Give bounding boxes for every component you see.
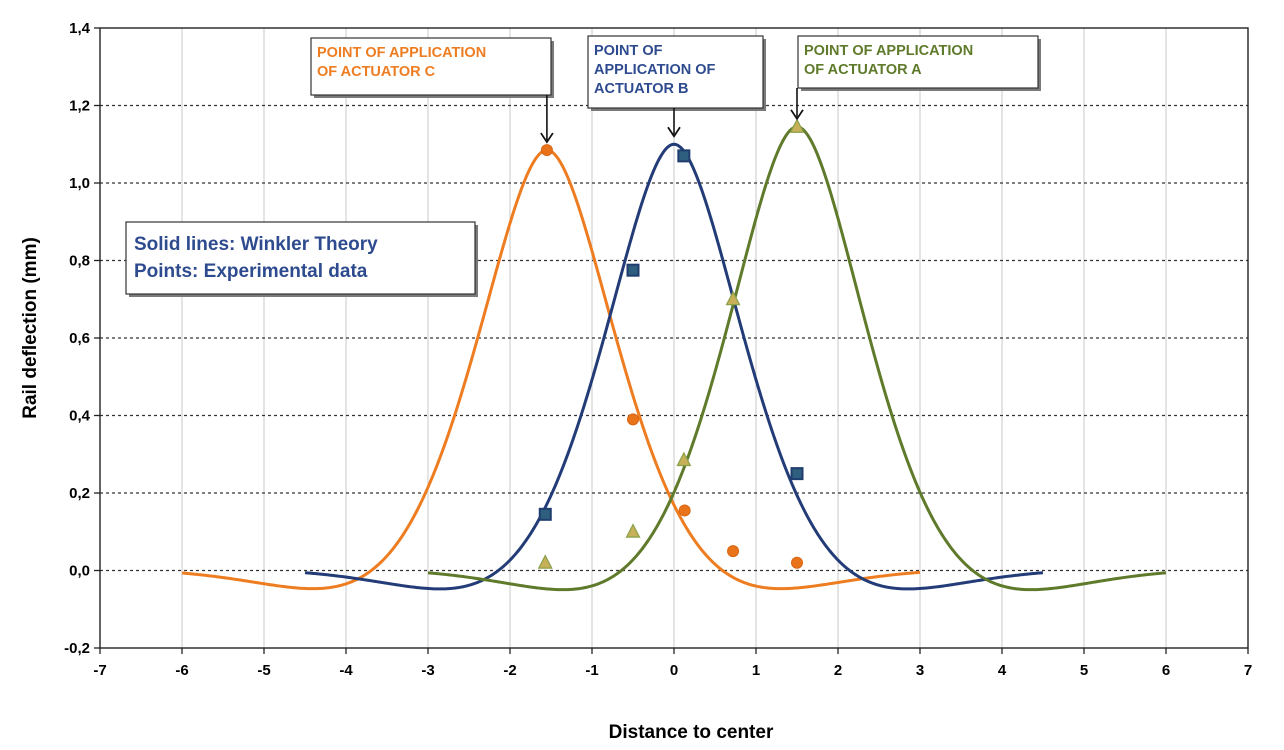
x-tick-label: 0 — [670, 662, 678, 679]
y-axis-title: Rail deflection (mm) — [20, 237, 41, 419]
data-point-square — [626, 263, 640, 277]
x-tick-label: 7 — [1244, 662, 1252, 679]
data-point-circle — [627, 413, 639, 426]
annotation-text: ACTUATOR B — [594, 81, 689, 97]
y-tick-label: 1,0 — [69, 175, 90, 192]
annotation-text: APPLICATION OF — [594, 62, 716, 78]
x-tick-label: 2 — [834, 662, 842, 679]
x-tick-label: -6 — [175, 662, 188, 679]
annotation-arrowhead — [540, 132, 554, 144]
data-point-circle — [727, 545, 740, 558]
axes: -7 -6 -5 -4 -3 -2 -1 0 1 2 3 4 5 6 7 -0,2 0,0 0,2 0,4 0,6 0,… — [64, 20, 1252, 679]
data-point-triangle — [625, 523, 641, 538]
legend-text: Points: Experimental data — [134, 261, 368, 282]
x-tick-label: 6 — [1162, 662, 1170, 679]
x-tick-label: -5 — [257, 662, 270, 679]
x-tick-label: -3 — [421, 662, 434, 679]
data-point-square — [677, 149, 691, 163]
y-tick-label: 0,6 — [69, 330, 90, 347]
annotation-box — [797, 35, 1039, 89]
x-tick-label: 1 — [752, 662, 760, 679]
experimental-points — [537, 118, 805, 569]
data-point-triangle — [789, 118, 805, 133]
data-point-circle — [791, 556, 803, 569]
y-tick-label: 0,8 — [69, 253, 90, 270]
annotation-text: POINT OF — [594, 43, 663, 59]
y-tick-label: 0,4 — [69, 408, 91, 425]
x-tick-label: 5 — [1080, 662, 1088, 679]
theory-curve-1 — [304, 142, 1044, 591]
legend-frame — [125, 221, 476, 295]
y-tick-label: 0,2 — [69, 485, 90, 502]
annotation-text: OF ACTUATOR A — [804, 62, 922, 78]
annotation-text: POINT OF APPLICATION — [804, 43, 973, 59]
annotation-box — [587, 35, 764, 109]
x-tick-label: -4 — [339, 662, 353, 679]
annotation-arrowhead — [790, 109, 804, 121]
annotation-text: OF ACTUATOR C — [317, 64, 436, 80]
data-point-circle — [678, 504, 691, 517]
y-tick-label: 1,2 — [69, 98, 90, 115]
x-tick-label: -2 — [503, 662, 516, 679]
annotation-arrowhead — [667, 126, 681, 138]
x-axis-title: Distance to center — [609, 722, 774, 743]
data-point-square — [790, 467, 804, 481]
data-point-triangle — [725, 290, 741, 306]
data-point-triangle — [676, 451, 692, 467]
x-tick-label: 3 — [916, 662, 924, 679]
annotations: POINT OF APPLICATION OF ACTUATOR C POINT O… — [310, 35, 1041, 144]
data-point-triangle — [537, 554, 553, 569]
annotation-box — [310, 37, 552, 96]
data-point-circle — [540, 144, 553, 157]
legend-text: Solid lines: Winkler Theory — [134, 234, 378, 255]
grid — [100, 28, 1248, 648]
x-tick-label: -1 — [585, 662, 598, 679]
x-tick-label: -7 — [93, 662, 106, 679]
x-tick-label: 4 — [998, 662, 1007, 679]
y-tick-label: 0,0 — [69, 563, 90, 580]
annotation-text: POINT OF APPLICATION — [317, 45, 486, 61]
y-tick-label: 1,4 — [69, 20, 91, 37]
legend-box: Solid lines: Winkler Theory Points: Exper… — [125, 221, 478, 297]
y-tick-label: -0,2 — [64, 640, 90, 657]
data-point-square — [538, 507, 552, 521]
